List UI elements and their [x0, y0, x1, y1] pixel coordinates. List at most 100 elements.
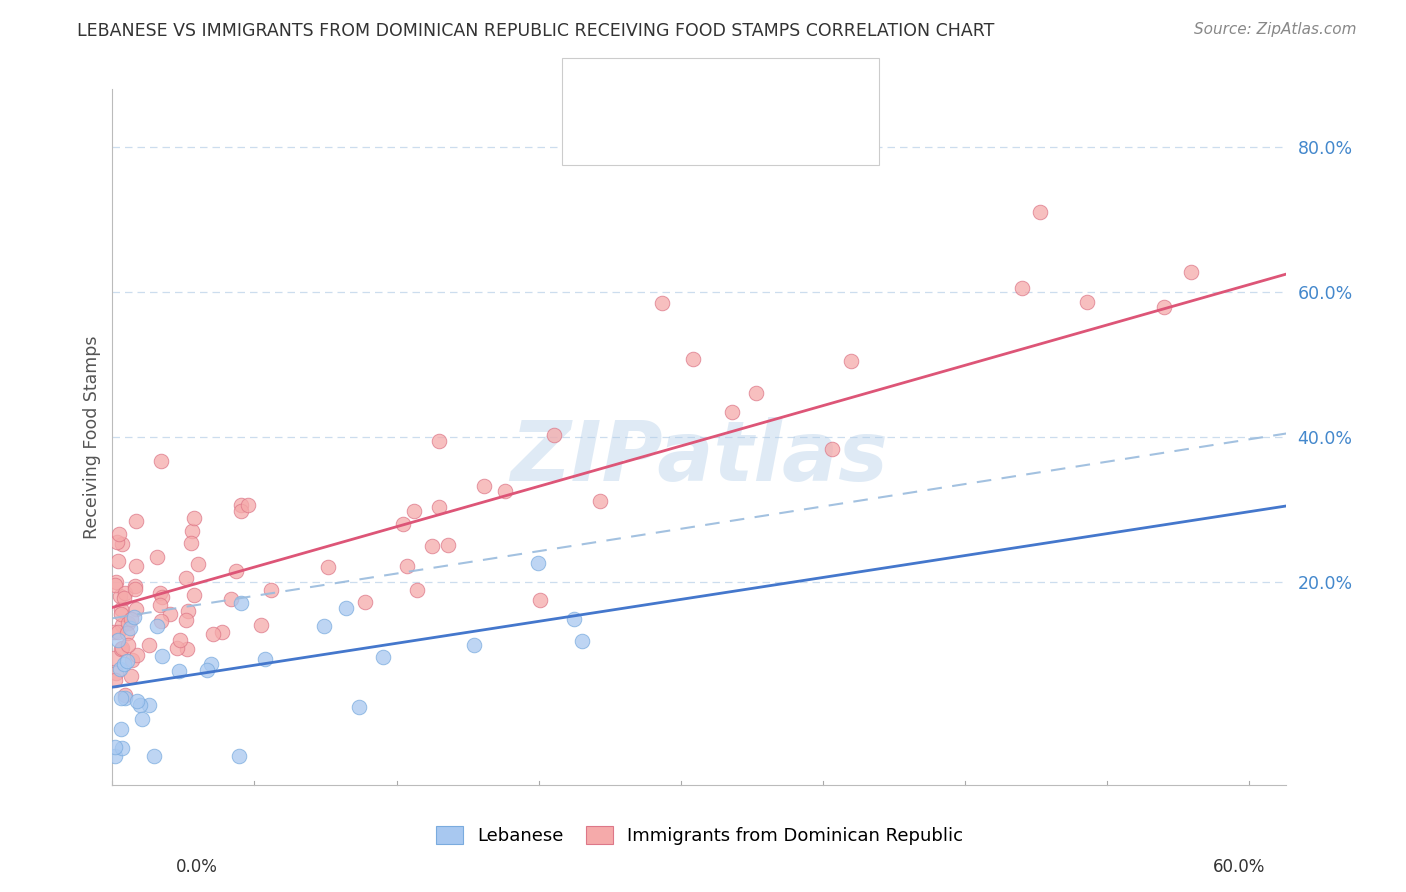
Point	[125, 602, 148, 616]
Point	[110, 607, 132, 621]
Point	[176, 614, 198, 628]
Text: Source: ZipAtlas.com: Source: ZipAtlas.com	[1194, 22, 1357, 37]
Point	[108, 527, 131, 541]
Point	[150, 590, 173, 604]
Point	[543, 428, 565, 442]
Point	[229, 596, 252, 610]
Point	[406, 583, 429, 598]
Point	[314, 619, 336, 633]
Point	[1011, 281, 1033, 295]
Text: N = 84: N = 84	[762, 124, 835, 144]
Point	[229, 499, 252, 513]
Point	[120, 668, 142, 682]
Point	[174, 571, 197, 585]
Point	[124, 582, 146, 596]
Point	[177, 603, 200, 617]
Point	[125, 694, 148, 708]
Point	[436, 538, 458, 552]
Point	[1029, 205, 1052, 219]
Point	[149, 598, 172, 612]
Point	[562, 612, 585, 626]
Point	[117, 626, 139, 640]
Point	[225, 564, 247, 578]
Point	[104, 575, 127, 590]
Point	[181, 524, 204, 538]
Point	[463, 638, 485, 652]
Point	[145, 549, 167, 564]
Text: 0.0%: 0.0%	[176, 858, 218, 876]
Point	[142, 749, 165, 764]
Point	[180, 536, 202, 550]
Point	[125, 558, 148, 573]
Point	[839, 354, 862, 368]
Point	[260, 583, 283, 598]
Point	[105, 535, 128, 549]
Point	[159, 607, 181, 622]
Point	[745, 385, 768, 400]
Point	[166, 641, 188, 656]
Point	[429, 434, 451, 448]
Point	[107, 632, 129, 647]
Point	[183, 588, 205, 602]
Point	[111, 536, 134, 550]
Point	[104, 749, 127, 764]
Point	[110, 641, 132, 656]
Point	[124, 579, 146, 593]
Text: LEBANESE VS IMMIGRANTS FROM DOMINICAN REPUBLIC RECEIVING FOOD STAMPS CORRELATION: LEBANESE VS IMMIGRANTS FROM DOMINICAN RE…	[77, 22, 994, 40]
Point	[211, 625, 233, 640]
Point	[682, 351, 704, 366]
Point	[110, 691, 132, 706]
Point	[1180, 265, 1202, 279]
Point	[117, 616, 139, 631]
Point	[353, 594, 375, 608]
Point	[146, 618, 169, 632]
Y-axis label: Receiving Food Stamps: Receiving Food Stamps	[83, 335, 101, 539]
Point	[110, 618, 132, 632]
Point	[114, 585, 136, 599]
Point	[138, 698, 160, 713]
Point	[118, 621, 141, 635]
Point	[1076, 294, 1098, 309]
Point	[228, 749, 250, 764]
Point	[103, 650, 125, 665]
Text: R = 0.516: R = 0.516	[633, 81, 740, 101]
Point	[395, 559, 418, 574]
Point	[149, 454, 172, 468]
Point	[821, 442, 844, 457]
Point	[121, 653, 143, 667]
Point	[112, 591, 135, 605]
Point	[114, 688, 136, 702]
Point	[120, 612, 142, 626]
Point	[347, 700, 370, 714]
Point	[138, 638, 160, 652]
Point	[107, 554, 129, 568]
Point	[195, 663, 218, 677]
Text: ZIPatlas: ZIPatlas	[510, 417, 889, 499]
Point	[117, 654, 139, 668]
Point	[117, 638, 139, 652]
Point	[1153, 300, 1175, 314]
Point	[200, 657, 222, 672]
Point	[149, 586, 172, 600]
Point	[104, 673, 127, 687]
Point	[124, 610, 146, 624]
Point	[111, 641, 134, 656]
Point	[371, 650, 394, 665]
Text: 60.0%: 60.0%	[1213, 858, 1265, 876]
Point	[104, 577, 127, 591]
Point	[105, 665, 128, 680]
Point	[254, 651, 277, 665]
Point	[176, 642, 198, 657]
Point	[110, 602, 132, 616]
Point	[112, 657, 135, 672]
Point	[149, 614, 172, 628]
Point	[526, 557, 548, 571]
Point	[128, 698, 150, 712]
Point	[169, 633, 191, 648]
Point	[335, 601, 357, 615]
Point	[108, 662, 131, 676]
Point	[187, 557, 209, 571]
Point	[402, 504, 425, 518]
Point	[127, 648, 149, 662]
Point	[169, 664, 191, 678]
